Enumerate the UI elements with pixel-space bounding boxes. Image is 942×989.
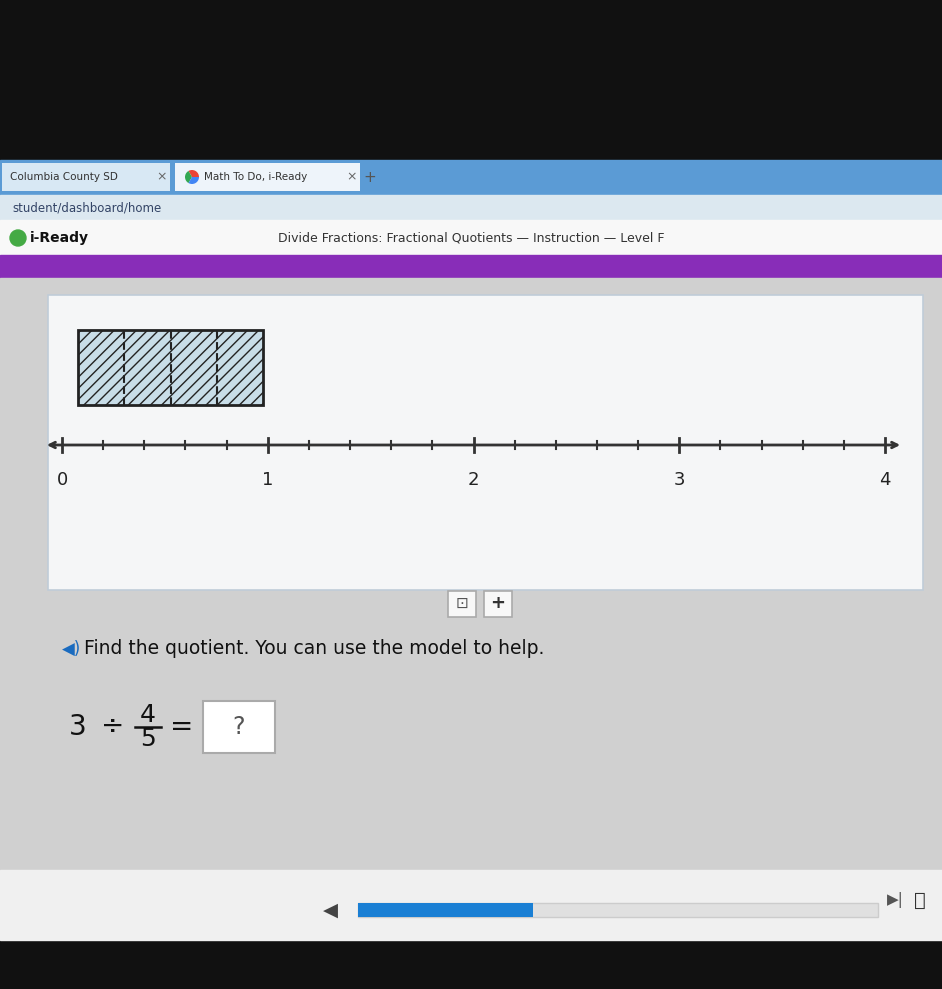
Bar	[2, 163, 170, 191]
Text: ⏸: ⏸	[914, 890, 926, 910]
Bar	[203, 701, 275, 753]
Wedge shape	[188, 177, 199, 184]
Wedge shape	[188, 170, 199, 177]
Bar	[0, 160, 942, 195]
Text: Math To Do, i-Ready: Math To Do, i-Ready	[204, 172, 307, 182]
Bar	[175, 163, 360, 191]
Circle shape	[10, 230, 26, 246]
Text: ?: ?	[233, 715, 245, 739]
Bar	[0, 220, 942, 255]
Text: ▶|: ▶|	[886, 892, 903, 908]
Bar	[358, 903, 533, 917]
Text: $3\ \div$: $3\ \div$	[68, 713, 122, 741]
Bar	[0, 195, 942, 220]
Bar	[358, 903, 533, 917]
Text: ◀): ◀)	[62, 640, 81, 658]
Text: +: +	[491, 594, 506, 612]
Bar	[0, 255, 942, 278]
Text: 5: 5	[140, 727, 155, 751]
Text: 3: 3	[674, 471, 685, 489]
Bar	[448, 591, 476, 617]
Text: student/dashboard/home: student/dashboard/home	[12, 202, 161, 215]
Text: +: +	[364, 169, 377, 185]
Bar	[78, 330, 263, 405]
Text: Divide Fractions: Fractional Quotients — Instruction — Level F: Divide Fractions: Fractional Quotients —…	[278, 231, 664, 244]
Text: 4: 4	[879, 471, 891, 489]
Bar	[358, 903, 878, 917]
Text: Find the quotient. You can use the model to help.: Find the quotient. You can use the model…	[84, 640, 544, 659]
Bar	[0, 278, 942, 870]
Bar	[48, 295, 923, 590]
Text: ⊡: ⊡	[456, 595, 468, 610]
Text: ×: ×	[156, 170, 168, 184]
Text: ×: ×	[347, 170, 357, 184]
Bar	[484, 591, 512, 617]
Text: 1: 1	[262, 471, 273, 489]
Text: 2: 2	[468, 471, 479, 489]
Text: 0: 0	[57, 471, 68, 489]
Text: =: =	[170, 713, 193, 741]
Text: 4: 4	[140, 703, 156, 727]
Text: Columbia County SD: Columbia County SD	[10, 172, 118, 182]
Wedge shape	[185, 171, 192, 183]
Text: ◀: ◀	[322, 901, 337, 920]
Text: i-Ready: i-Ready	[30, 231, 89, 245]
Bar	[0, 870, 942, 940]
